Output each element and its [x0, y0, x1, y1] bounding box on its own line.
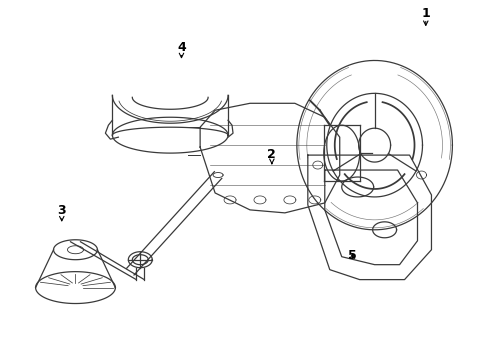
Text: 2: 2	[268, 148, 276, 161]
Text: 5: 5	[348, 249, 357, 262]
Text: 4: 4	[177, 41, 186, 54]
Text: 3: 3	[57, 204, 66, 217]
Text: 1: 1	[421, 7, 430, 20]
